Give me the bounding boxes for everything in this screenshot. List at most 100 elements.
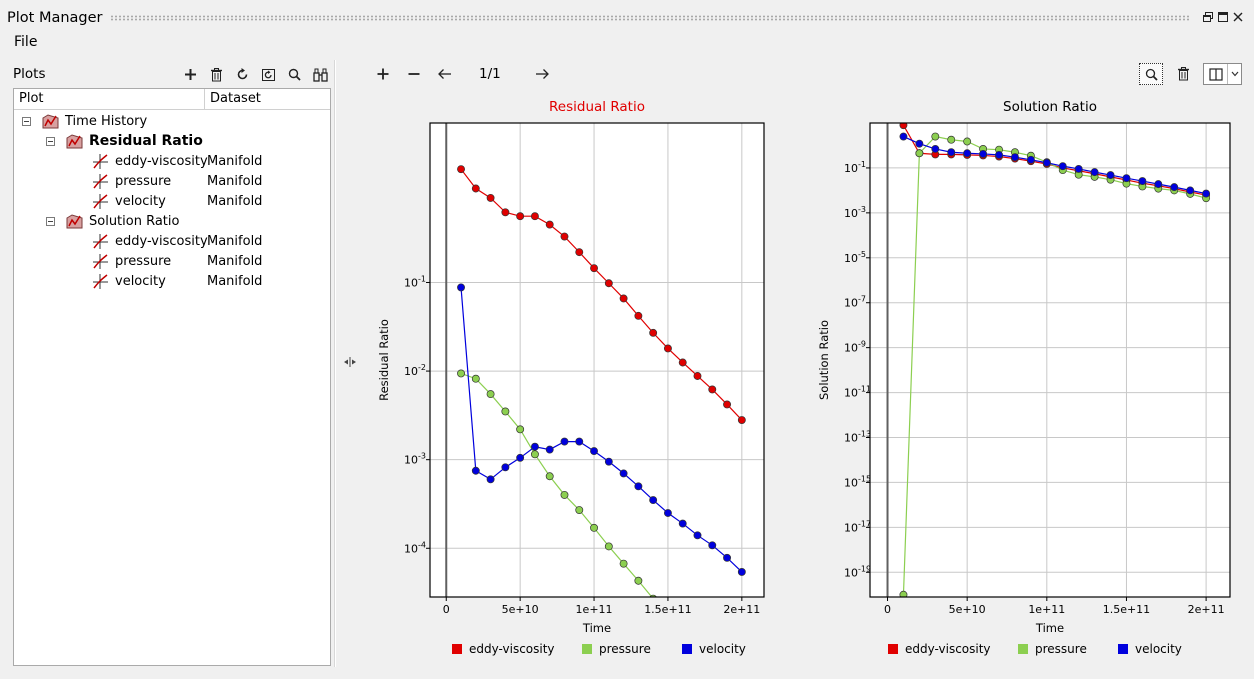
chart-0-ytick-label-0: 10-1 bbox=[404, 274, 426, 289]
chart-0-xtick-label-2: 1e+11 bbox=[576, 603, 613, 616]
curve-icon bbox=[93, 273, 108, 289]
zoom-icon[interactable] bbox=[1139, 63, 1163, 85]
curve-icon bbox=[93, 193, 108, 209]
chart-0-xtick-label-3: 1.5e+11 bbox=[644, 603, 691, 616]
chart-0-series-eddy-viscosity-point-0 bbox=[457, 165, 465, 174]
refresh-icon[interactable] bbox=[234, 66, 251, 83]
chart-0-series-eddy-viscosity-point-15 bbox=[678, 358, 687, 367]
chart-1-xtick-label-4: 2e+11 bbox=[1188, 603, 1225, 616]
curve-icon bbox=[93, 173, 108, 189]
chart-1-series-velocity-point-14 bbox=[1122, 174, 1131, 183]
plots-panel-label: Plots bbox=[13, 66, 46, 82]
splitter-handle-icon[interactable] bbox=[344, 356, 356, 371]
tree-item-eddy-viscosity[interactable]: eddy-viscosity bbox=[92, 231, 208, 251]
tree-item-velocity[interactable]: velocity bbox=[92, 271, 166, 291]
chart-0-series-eddy-viscosity-point-1 bbox=[471, 184, 480, 193]
chart-1-series-velocity-point-16 bbox=[1154, 180, 1163, 189]
arrow-right-icon[interactable] bbox=[531, 63, 553, 85]
add-plot-icon[interactable] bbox=[372, 63, 394, 85]
chart-0-frame bbox=[429, 122, 765, 598]
arrow-left-icon[interactable] bbox=[434, 63, 456, 85]
chart-0-series-velocity-point-5 bbox=[530, 442, 539, 451]
collapse-toggle[interactable] bbox=[46, 136, 55, 146]
tree-item-label: eddy-viscosity bbox=[115, 233, 208, 249]
tree-item-label: Time History bbox=[65, 113, 148, 129]
chart-0-series-velocity-point-7 bbox=[560, 437, 569, 446]
tree-item-solution-ratio[interactable]: Solution Ratio bbox=[46, 211, 179, 231]
panel-splitter[interactable] bbox=[334, 60, 336, 667]
chart-1-xtick-label-2: 1e+11 bbox=[1028, 603, 1065, 616]
delete-icon[interactable] bbox=[208, 66, 225, 83]
chart-0-series-pressure-point-4 bbox=[516, 425, 525, 434]
chart-0-series-eddy-viscosity-point-2 bbox=[486, 193, 495, 202]
tree-item-label: pressure bbox=[115, 253, 172, 269]
chart-1-ytick-label-1: 10-3 bbox=[844, 205, 866, 220]
chart-0-series-velocity-point-1 bbox=[471, 466, 480, 475]
tree-item-pressure[interactable]: pressure bbox=[92, 171, 171, 191]
tree-item-residual-ratio[interactable]: Residual Ratio bbox=[46, 131, 203, 151]
chart-0-series-pressure-point-1 bbox=[471, 374, 480, 383]
remove-plot-icon[interactable] bbox=[403, 63, 425, 85]
residual-ratio-chart[interactable]: Residual Ratio 0 5e+10 1e+11 1.5e+11 2e+11 10-… bbox=[370, 92, 810, 666]
tree-item-label: velocity bbox=[115, 193, 166, 209]
chart-0-series-velocity-point-19 bbox=[737, 568, 746, 576]
chart-1-legend-swatch-velocity bbox=[1118, 644, 1128, 654]
chart-1-ytick-label-7: 10-15 bbox=[844, 474, 871, 489]
tree-item-time-history[interactable]: Time History bbox=[22, 111, 147, 131]
tree-item-label: pressure bbox=[115, 173, 172, 189]
chart-0-series-velocity-point-14 bbox=[663, 509, 672, 517]
chart-0-legend-label-pressure[interactable]: pressure bbox=[599, 642, 651, 656]
maximize-icon[interactable] bbox=[1217, 11, 1229, 23]
window-title: Plot Manager bbox=[7, 10, 103, 26]
chart-0-series-velocity-point-17 bbox=[708, 541, 717, 550]
chart-0-series-velocity-point-2 bbox=[486, 475, 495, 484]
chart-1-plot-area bbox=[870, 123, 1230, 597]
close-icon[interactable] bbox=[1232, 11, 1244, 23]
chart-0-series-pressure-point-6 bbox=[545, 472, 554, 481]
chart-0-series-velocity-point-18 bbox=[723, 553, 732, 562]
column-header-dataset[interactable]: Dataset bbox=[210, 91, 261, 106]
chart-1-series-pressure-point-3 bbox=[947, 135, 956, 144]
chart-1-ytick-label-4: 10-9 bbox=[844, 340, 866, 355]
menu-file[interactable]: File bbox=[14, 34, 38, 50]
chart-1-series-velocity-point-11 bbox=[1074, 165, 1083, 173]
column-header-plot[interactable]: Plot bbox=[14, 89, 205, 109]
chart-0-legend-label-eddy-viscosity[interactable]: eddy-viscosity bbox=[469, 642, 555, 656]
restore-icon[interactable] bbox=[1202, 11, 1214, 23]
chart-1-ytick-label-9: 10-19 bbox=[844, 564, 871, 579]
tree-item-eddy-viscosity[interactable]: eddy-viscosity bbox=[92, 151, 208, 171]
tree-item-pressure[interactable]: pressure bbox=[92, 251, 171, 271]
solution-ratio-chart[interactable]: Solution Ratio 0 5e+10 1e+11 1.5e+11 2e+11 10-… bbox=[810, 92, 1250, 666]
chart-1-legend-label-pressure[interactable]: pressure bbox=[1035, 642, 1087, 656]
binoculars-icon[interactable] bbox=[312, 66, 329, 83]
collapse-toggle[interactable] bbox=[46, 216, 55, 226]
reload-icon[interactable] bbox=[260, 66, 277, 83]
add-icon[interactable] bbox=[182, 66, 199, 83]
chart-0-legend-label-velocity[interactable]: velocity bbox=[699, 642, 746, 656]
chart-0-legend-swatch-eddy-viscosity bbox=[452, 644, 462, 654]
chart-folder-icon bbox=[42, 113, 59, 128]
chart-0-series-eddy-viscosity-point-4 bbox=[516, 212, 525, 221]
chart-0-series-eddy-viscosity-point-16 bbox=[693, 372, 702, 380]
chart-1-legend-label-eddy-viscosity[interactable]: eddy-viscosity bbox=[905, 642, 991, 656]
chart-1-legend-label-velocity[interactable]: velocity bbox=[1135, 642, 1182, 656]
collapse-toggle[interactable] bbox=[22, 116, 31, 126]
chart-0-series-velocity-point-10 bbox=[604, 457, 613, 466]
tree-item-dataset: Manifold bbox=[207, 153, 263, 169]
chart-0-series-eddy-viscosity-point-8 bbox=[575, 248, 584, 257]
chart-1-series-eddy-viscosity-point-0 bbox=[899, 123, 908, 130]
chart-1-series-pressure-point-2 bbox=[931, 132, 940, 141]
drag-grip[interactable] bbox=[110, 15, 1190, 21]
chart-1-series-velocity-point-10 bbox=[1058, 162, 1067, 171]
trash-icon[interactable] bbox=[1171, 63, 1195, 85]
chart-0-series-pressure-point-9 bbox=[590, 523, 598, 532]
chart-0-series-eddy-viscosity-point-9 bbox=[590, 264, 598, 273]
chevron-down-icon[interactable] bbox=[1228, 64, 1241, 84]
chart-1-series-velocity-point-8 bbox=[1026, 155, 1035, 164]
tree-item-label: eddy-viscosity bbox=[115, 153, 208, 169]
split-layout-icon[interactable] bbox=[1204, 64, 1228, 84]
chart-1-series-velocity-point-15 bbox=[1138, 177, 1147, 186]
search-icon[interactable] bbox=[286, 66, 303, 83]
layout-selector[interactable] bbox=[1203, 63, 1242, 85]
tree-item-velocity[interactable]: velocity bbox=[92, 191, 166, 211]
